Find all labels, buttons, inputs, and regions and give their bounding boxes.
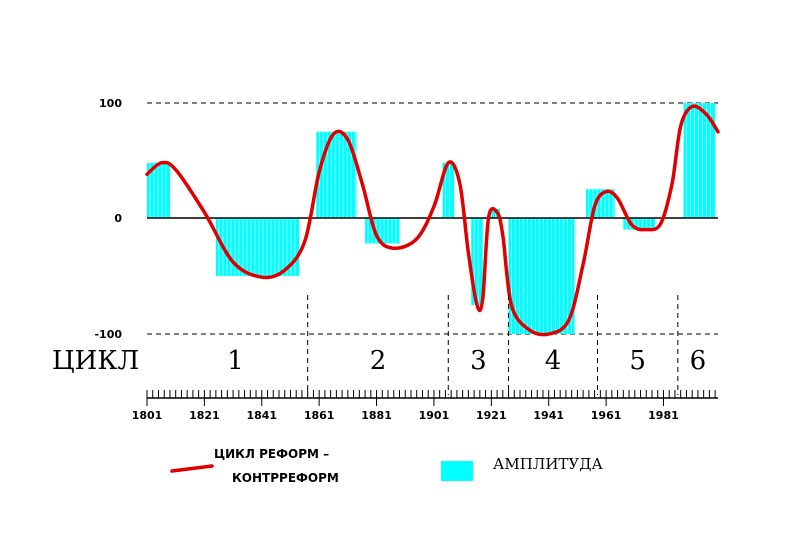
y-label-0: 0: [114, 212, 122, 225]
x-tick-label-1901: 1901: [419, 409, 450, 422]
x-tick-label-1861: 1861: [304, 409, 335, 422]
x-tick-label-1921: 1921: [476, 409, 507, 422]
cycle-dividers: [307, 295, 679, 395]
amplitude-bars: [147, 103, 716, 334]
cycle-label-4: 4: [545, 346, 562, 376]
minor-ticks: [146, 390, 716, 406]
x-tick-label-1821: 1821: [189, 409, 220, 422]
y-label-minus-100: -100: [94, 328, 122, 341]
cycle-label-5: 5: [629, 346, 646, 376]
cycle-label-6: 6: [690, 346, 707, 376]
x-tick-label-1801: 1801: [132, 409, 163, 422]
cycles-label: ЦИКЛ: [52, 346, 139, 376]
cycle-label-2: 2: [370, 346, 387, 376]
x-tick-label-1841: 1841: [246, 409, 277, 422]
cycle-labels: 1 2 3 4 5 6: [227, 346, 706, 376]
legend-amplitude-swatch: [441, 461, 473, 481]
y-label-100: 100: [99, 97, 122, 110]
amplitude-bar-10: [683, 103, 716, 218]
x-tick-label-1941: 1941: [533, 409, 564, 422]
legend-curve-label-line2: КОНТРРЕФОРМ: [232, 471, 339, 485]
legend-curve-label-line1: ЦИКЛ РЕФОРМ –: [214, 447, 329, 461]
amplitude-bar-9: [623, 218, 655, 230]
x-tick-label-1961: 1961: [591, 409, 622, 422]
amplitude-bar-7: [508, 218, 575, 334]
x-tick-label-1981: 1981: [648, 409, 679, 422]
reform-cycle-curve: [145, 104, 720, 337]
legend-curve-swatch: [170, 464, 214, 473]
x-tick-label-1881: 1881: [361, 409, 392, 422]
tick-labels: 1801 1821 1841 1861 1881 1901 1921 1941 1961 1981: [132, 409, 679, 422]
time-axis: 1801 1821 1841 1861 1881 1901 1921 1941 1961 1981: [132, 390, 718, 422]
amplitude-bar-0: [147, 162, 170, 218]
legend-amplitude-label: АМПЛИТУДА: [493, 455, 603, 473]
cycle-label-3: 3: [470, 346, 487, 376]
legend: ЦИКЛ РЕФОРМ – КОНТРРЕФОРМ АМПЛИТУДА: [170, 447, 603, 485]
cycle-label-1: 1: [227, 346, 244, 376]
